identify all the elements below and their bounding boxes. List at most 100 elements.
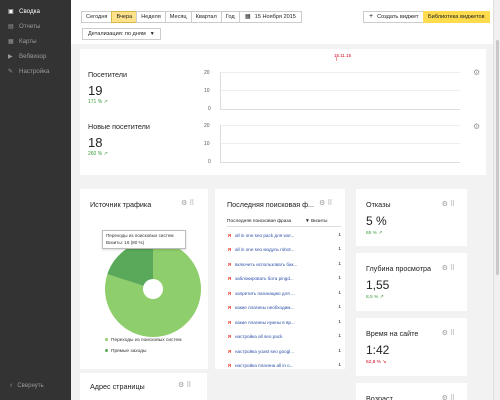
phrase-column-header[interactable]: Последняя поисковая фраза (227, 219, 292, 224)
search-phrase-link[interactable]: какие плагины необходим... (235, 305, 295, 310)
visitors-title: Посетители (88, 70, 128, 79)
new-visitors-change: 260 % ↗ (88, 151, 108, 157)
traffic-title: Источник трафика (90, 200, 152, 209)
sidebar-item[interactable]: ▣ Сводка (0, 4, 71, 19)
yandex-icon: Я (227, 348, 232, 354)
tooltip-line: Переходы из поисковых систем (106, 233, 174, 238)
period-button[interactable]: Вчера (111, 11, 138, 23)
drag-handle-icon[interactable]: ⠿ (327, 200, 335, 207)
search-phrase-link[interactable]: настройка плагина all in o... (235, 363, 294, 368)
scrollbar[interactable] (493, 0, 500, 400)
page-address-card: Адрес страницы ⚙⠿ (80, 373, 207, 400)
pie-slice[interactable] (107, 241, 153, 289)
tooltip-line: Визиты: 16 (80 %) (106, 239, 145, 245)
search-phrase-link[interactable]: какие плагины нужны в вр... (235, 319, 295, 325)
sidebar-item-label: Карты (19, 38, 37, 45)
search-phrase-link[interactable]: включить использовать бак... (235, 261, 298, 267)
sidebar-item[interactable]: ▦ Карты (0, 34, 71, 49)
metric-card-title: Возраст (366, 394, 393, 400)
search-phrases-card: Последняя поисковая ф... ⚙⠿ Последняя по… (215, 189, 345, 369)
period-selector: Сегодня Вчера Неделя Месяц Квартал Год (81, 11, 240, 23)
search-phrase-link[interactable]: all in one seo pack для wor... (235, 232, 295, 238)
gear-icon[interactable]: ⚙ (319, 200, 328, 207)
card-controls: ⚙⠿ (442, 394, 457, 400)
scrollbar-thumb[interactable] (496, 40, 499, 275)
gear-icon[interactable]: ⚙ (473, 68, 481, 77)
create-widget-label: Создать виджет (377, 14, 419, 20)
drag-handle-icon[interactable]: ⠿ (189, 200, 197, 207)
new-visitors-chart: 20 10 0 (200, 123, 460, 165)
visitors-panel: 15.11.15 Посетители 19 171 % ↗ 20 10 0 ⚙… (80, 49, 486, 175)
gear-icon[interactable]: ⚙ (181, 200, 190, 207)
period-button[interactable]: Квартал (190, 11, 222, 23)
drag-handle-icon[interactable]: ⠿ (186, 382, 194, 389)
y-tick: 20 (204, 123, 210, 129)
toolbar: Сегодня Вчера Неделя Месяц Квартал Год ▦ 15 Н… (71, 0, 493, 44)
visits-count: 1 (338, 334, 341, 339)
search-phrase-link[interactable]: запретить пагинацию для ... (235, 290, 295, 296)
search-title: Последняя поисковая ф... (227, 200, 314, 209)
sidebar-item-label: Вебвизор (19, 53, 47, 60)
page-address-title: Адрес страницы (90, 382, 145, 391)
traffic-source-card: Источник трафика ⚙⠿ Переходы из поисковы… (80, 189, 208, 369)
visitors-value: 19 (88, 83, 103, 98)
drag-handle-icon[interactable]: ⠿ (449, 201, 457, 208)
chevron-down-icon: ▼ (149, 31, 155, 37)
card-controls: ⚙⠿ (178, 381, 193, 389)
drag-handle-icon[interactable]: ⠿ (449, 265, 457, 272)
metric-card-change: 65 % ↗ (366, 231, 383, 236)
calendar-icon: ▦ (245, 14, 251, 20)
legend-item[interactable]: Переходы из поисковых систем (105, 335, 182, 346)
sidebar-item[interactable]: ▶ Вебвизор (0, 49, 71, 64)
y-tick: 10 (204, 88, 210, 94)
metric-card-title: Отказы (366, 200, 391, 209)
gear-icon[interactable]: ⚙ (441, 330, 450, 337)
widget-library-button[interactable]: Библиотека виджетов (423, 11, 490, 23)
search-phrase-link[interactable]: заблокировать бота pingd... (235, 276, 294, 281)
visits-count: 1 (338, 232, 341, 238)
search-phrase-link[interactable]: настройка all seo pack (235, 334, 283, 339)
metric-card: Отказы ⚙⠿ 5 % 65 % ↗ (356, 189, 467, 246)
legend-item[interactable]: Прямые заходы (105, 346, 182, 357)
yandex-icon: Я (227, 290, 232, 296)
period-button[interactable]: Год (220, 11, 240, 23)
period-button[interactable]: Месяц (164, 11, 192, 23)
metric-card: Глубина просмотра ⚙⠿ 1,55 8,5 % ↗ (356, 253, 467, 311)
detail-dropdown[interactable]: Детализация: по дням ▼ (82, 28, 161, 40)
date-picker-button[interactable]: ▦ 15 Ноября 2015 (239, 11, 302, 23)
metric-card: Время на сайте ⚙⠿ 1:42 62,8 % ↘ (356, 318, 467, 376)
metric-card-change: 8,5 % ↗ (366, 295, 384, 300)
drag-handle-icon[interactable]: ⠿ (449, 395, 457, 400)
date-label: 15 Ноября 2015 (254, 14, 296, 20)
drag-handle-icon[interactable]: ⠿ (449, 330, 457, 337)
card-controls: ⚙⠿ (442, 200, 457, 208)
create-widget-button[interactable]: + Создать виджет (363, 11, 425, 23)
search-phrase-link[interactable]: настройка yoast seo googl... (235, 348, 295, 354)
gear-icon[interactable]: ⚙ (178, 382, 187, 389)
visits-column-header[interactable]: ▼ Визиты (305, 219, 328, 224)
gear-icon[interactable]: ⚙ (441, 265, 450, 272)
card-controls: ⚙⠿ (442, 264, 457, 272)
gear-icon[interactable]: ⚙ (473, 122, 481, 131)
collapse-sidebar-button[interactable]: ‹ Свернуть (10, 382, 44, 389)
search-phrase-link[interactable]: all in one seo модуль robot... (235, 247, 295, 252)
visits-count: 1 (338, 290, 341, 296)
traffic-legend: Переходы из поисковых систем Прямые заход… (105, 335, 182, 357)
period-button[interactable]: Неделя (136, 11, 166, 23)
period-button[interactable]: Сегодня (81, 11, 113, 23)
gear-icon[interactable]: ⚙ (441, 201, 450, 208)
reports-icon: ▤ (8, 23, 14, 30)
sidebar-item[interactable]: ✎ Настройка (0, 64, 71, 79)
sidebar: ▣ Сводка ▤ Отчеты ▦ Карты ▶ Вебвизор ✎ Настройка … (0, 0, 71, 400)
legend-dot-icon (105, 338, 108, 342)
collapse-label: Свернуть (17, 382, 44, 389)
yandex-icon: Я (227, 247, 232, 252)
card-controls: ⚙⠿ (442, 329, 457, 337)
gear-icon[interactable]: ⚙ (441, 395, 450, 400)
sidebar-item[interactable]: ▤ Отчеты (0, 19, 71, 34)
